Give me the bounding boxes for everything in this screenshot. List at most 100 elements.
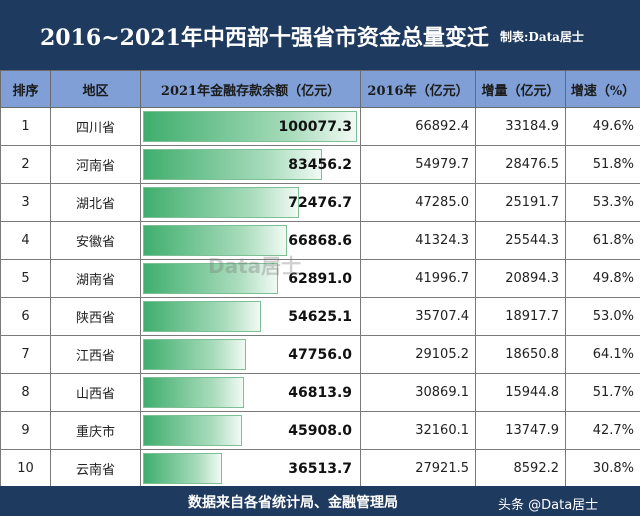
bar-value-label: 36513.7 [288,460,352,477]
bar-value-label: 100077.3 [278,118,352,135]
bar-value-label: 54625.1 [288,308,352,325]
table-row: 8 山西省 46813.9 30869.1 15944.8 51.7% [0,373,640,412]
cell-region: 河南省 [50,145,141,184]
bar-2021 [143,263,278,294]
cell-growth: 64.1% [565,335,640,374]
cell-region: 湖南省 [50,259,141,298]
cell-2016: 41996.7 [360,259,476,298]
cell-region: 山西省 [50,373,141,412]
cell-2021: 66868.6 [140,221,361,260]
bar-2021 [143,149,322,180]
cell-region: 安徽省 [50,221,141,260]
bar-2021 [143,225,287,256]
cell-increase: 25191.7 [475,183,566,222]
cell-rank: 4 [0,221,51,260]
cell-increase: 28476.5 [475,145,566,184]
bar-value-label: 83456.2 [288,156,352,173]
cell-rank: 6 [0,297,51,336]
cell-rank: 2 [0,145,51,184]
table-row: 5 湖南省 62891.0 41996.7 20894.3 49.8% [0,259,640,298]
cell-2021: 46813.9 [140,373,361,412]
cell-2016: 29105.2 [360,335,476,374]
footer-bar [0,486,640,516]
cell-rank: 9 [0,411,51,450]
footer-source: 数据来自各省统计局、金融管理局 [188,495,398,511]
table-row: 2 河南省 83456.2 54979.7 28476.5 51.8% [0,145,640,184]
cell-increase: 15944.8 [475,373,566,412]
bar-value-label: 72476.7 [288,194,352,211]
bar-2021 [143,111,357,142]
bar-2021 [143,187,299,218]
cell-increase: 25544.3 [475,221,566,260]
header-growth: 增速（%） [565,70,640,108]
header-increase: 增量（亿元） [475,70,566,108]
chart-title: 2016~2021年中西部十强省市资金总量变迁 [40,25,489,51]
cell-2016: 54979.7 [360,145,476,184]
bar-value-label: 46813.9 [288,384,352,401]
cell-increase: 20894.3 [475,259,566,298]
chart-author: 制表:Data居士 [500,30,584,44]
data-table: 排序 地区 2021年金融存款余额（亿元） 2016年（亿元） 增量（亿元） 增… [0,70,640,488]
cell-2016: 30869.1 [360,373,476,412]
bar-value-label: 66868.6 [288,232,352,249]
bar-2021 [143,415,242,446]
cell-growth: 49.6% [565,107,640,146]
table-row: 7 江西省 47756.0 29105.2 18650.8 64.1% [0,335,640,374]
table-row: 9 重庆市 45908.0 32160.1 13747.9 42.7% [0,411,640,450]
title-bar [0,0,640,70]
table-row: 10 云南省 36513.7 27921.5 8592.2 30.8% [0,449,640,488]
table-row: 4 安徽省 66868.6 41324.3 25544.3 61.8% [0,221,640,260]
cell-2021: 45908.0 [140,411,361,450]
cell-growth: 53.3% [565,183,640,222]
cell-rank: 8 [0,373,51,412]
cell-2016: 47285.0 [360,183,476,222]
cell-region: 江西省 [50,335,141,374]
cell-growth: 51.7% [565,373,640,412]
cell-2016: 27921.5 [360,449,476,488]
cell-growth: 51.8% [565,145,640,184]
header-row: 排序 地区 2021年金融存款余额（亿元） 2016年（亿元） 增量（亿元） 增… [0,70,640,108]
bar-2021 [143,377,244,408]
bar-value-label: 45908.0 [288,422,352,439]
cell-2016: 41324.3 [360,221,476,260]
bar-2021 [143,339,246,370]
cell-2021: 72476.7 [140,183,361,222]
cell-increase: 18917.7 [475,297,566,336]
cell-growth: 61.8% [565,221,640,260]
cell-growth: 49.8% [565,259,640,298]
cell-2021: 83456.2 [140,145,361,184]
bar-value-label: 47756.0 [288,346,352,363]
cell-region: 云南省 [50,449,141,488]
cell-region: 湖北省 [50,183,141,222]
cell-2016: 32160.1 [360,411,476,450]
cell-growth: 42.7% [565,411,640,450]
cell-rank: 7 [0,335,51,374]
cell-increase: 33184.9 [475,107,566,146]
cell-rank: 10 [0,449,51,488]
header-2021: 2021年金融存款余额（亿元） [140,70,361,108]
cell-2016: 35707.4 [360,297,476,336]
bar-2021 [143,301,261,332]
cell-2016: 66892.4 [360,107,476,146]
table-row: 1 四川省 100077.3 66892.4 33184.9 49.6% [0,107,640,146]
cell-increase: 18650.8 [475,335,566,374]
header-region: 地区 [50,70,141,108]
cell-growth: 53.0% [565,297,640,336]
bar-2021 [143,453,222,484]
cell-region: 四川省 [50,107,141,146]
header-rank: 排序 [0,70,51,108]
cell-region: 陕西省 [50,297,141,336]
cell-increase: 8592.2 [475,449,566,488]
cell-growth: 30.8% [565,449,640,488]
cell-2021: 62891.0 [140,259,361,298]
cell-region: 重庆市 [50,411,141,450]
table-row: 3 湖北省 72476.7 47285.0 25191.7 53.3% [0,183,640,222]
cell-rank: 5 [0,259,51,298]
cell-2021: 47756.0 [140,335,361,374]
cell-rank: 3 [0,183,51,222]
cell-2021: 54625.1 [140,297,361,336]
cell-rank: 1 [0,107,51,146]
footer-brand: 头条 @Data居士 [498,498,599,513]
table-body: 1 四川省 100077.3 66892.4 33184.9 49.6% 2 河南省 83456… [0,107,640,488]
